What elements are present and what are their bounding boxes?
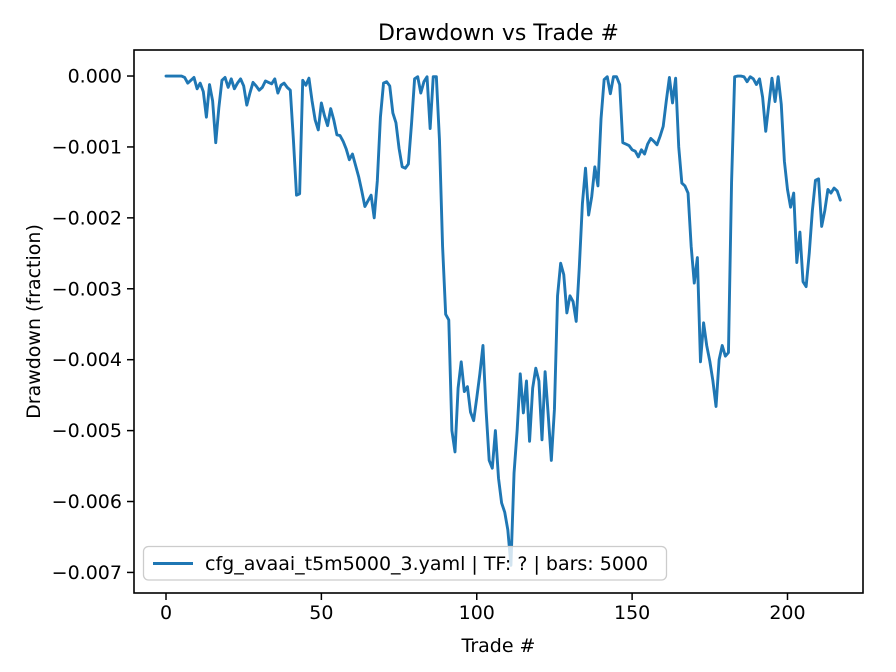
y-tick-label: −0.007 <box>52 562 122 584</box>
y-axis-label: Drawdown (fraction) <box>23 224 45 419</box>
y-tick-label: −0.001 <box>52 136 122 158</box>
axes-spines <box>133 49 864 594</box>
x-tick-label: 200 <box>769 602 805 624</box>
y-tick-label: −0.002 <box>52 207 122 229</box>
drawdown-line <box>164 74 842 567</box>
y-tick-label: 0.000 <box>68 66 122 88</box>
chart-title: Drawdown vs Trade # <box>378 21 619 46</box>
legend-box <box>142 545 668 581</box>
plot-area <box>134 50 863 593</box>
x-tick-label: 100 <box>459 602 495 624</box>
legend-label: cfg_avaai_t5m5000_3.yaml | TF: ? | bars:… <box>205 553 648 575</box>
y-axis-ticks: 0.000 −0.001 −0.002 −0.003 −0.004 −0.005 −0.00… <box>52 66 134 584</box>
y-tick-label: −0.005 <box>52 420 122 442</box>
y-tick-label: −0.003 <box>52 278 122 300</box>
x-tick-label: 150 <box>614 602 650 624</box>
y-tick-label: −0.006 <box>52 491 122 513</box>
x-axis-ticks: 0 50 100 150 200 <box>160 593 806 624</box>
x-axis-label: Trade # <box>461 635 536 657</box>
x-tick-label: 50 <box>309 602 333 624</box>
legend: cfg_avaai_t5m5000_3.yaml | TF: ? | bars:… <box>142 545 668 581</box>
y-tick-label: −0.004 <box>52 349 122 371</box>
x-tick-label: 0 <box>160 602 172 624</box>
